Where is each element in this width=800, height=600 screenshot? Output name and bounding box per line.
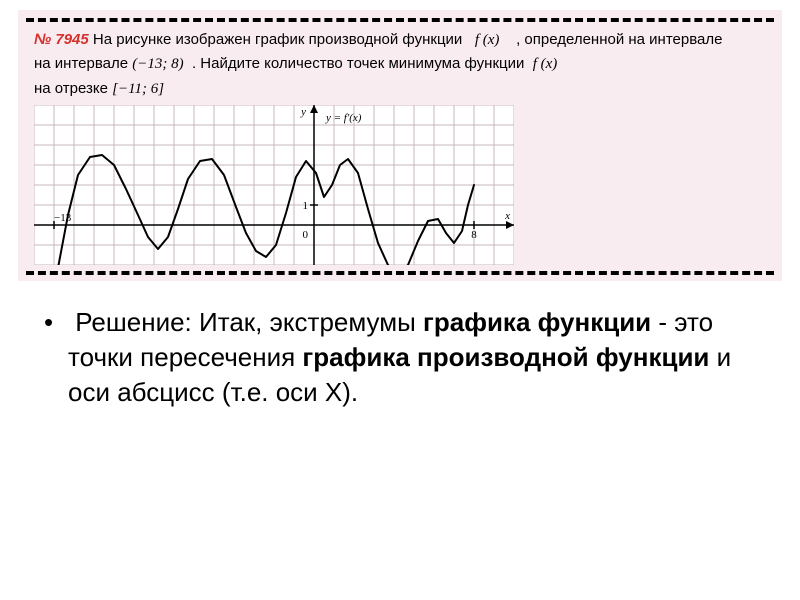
solution-prefix: Решение: — [75, 307, 199, 337]
svg-text:y = f'(x): y = f'(x) — [325, 112, 362, 124]
svg-text:8: 8 — [471, 229, 477, 241]
problem-text: № 7945 На рисунке изображен график произ… — [26, 22, 774, 105]
svg-text:y: y — [300, 106, 306, 118]
graph-container: y x y = f'(x) 0 1 −13 8 — [26, 105, 774, 271]
fx-symbol-2: f (x) — [533, 56, 558, 72]
derivative-graph: y x y = f'(x) 0 1 −13 8 — [34, 105, 514, 265]
svg-text:−13: −13 — [54, 212, 72, 224]
text-part-3: . Найдите количество точек минимума функ… — [192, 55, 524, 72]
text-part-2: , определенной на интервале — [516, 31, 722, 48]
solution-bold-1: графика функции — [423, 307, 651, 337]
svg-text:x: x — [504, 210, 510, 222]
interval-open: (−13; 8) — [132, 56, 183, 72]
text-part-4: на отрезке — [34, 80, 108, 97]
problem-box: № 7945 На рисунке изображен график произ… — [18, 10, 782, 281]
svg-text:0: 0 — [303, 229, 309, 241]
text-part-1: На рисунке изображен график производной … — [93, 31, 462, 48]
fx-symbol-1: f (x) — [475, 32, 500, 48]
text-part-2b: на интервале — [34, 55, 132, 72]
solution-bullet: Решение: Итак, экстремумы графика функци… — [68, 305, 756, 410]
problem-number: № 7945 — [34, 31, 89, 48]
divider-bottom — [26, 271, 774, 275]
slide: № 7945 На рисунке изображен график произ… — [0, 0, 800, 600]
solution-body-1: Итак, экстремумы — [199, 307, 423, 337]
solution-bold-2: графика производной функции — [302, 342, 709, 372]
interval-closed: [−11; 6] — [112, 81, 164, 97]
svg-text:1: 1 — [303, 200, 309, 212]
solution-text: Решение: Итак, экстремумы графика функци… — [18, 281, 782, 410]
